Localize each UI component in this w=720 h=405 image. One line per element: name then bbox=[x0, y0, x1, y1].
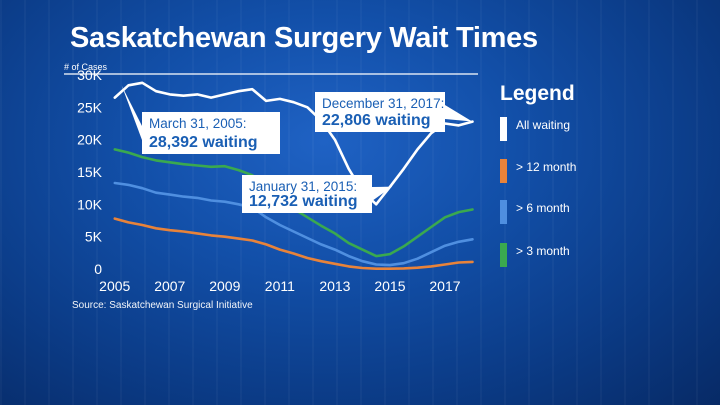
legend-item-3-month: > 3 month bbox=[500, 243, 700, 267]
callout: December 31, 2017:22,806 waiting bbox=[315, 92, 473, 132]
x-tick-label: 2013 bbox=[319, 278, 350, 294]
y-tick-label: 15K bbox=[77, 164, 103, 180]
callout-date: January 31, 2015: bbox=[249, 179, 357, 194]
y-axis-label: # of Cases bbox=[64, 62, 108, 72]
legend-label-all-waiting: All waiting bbox=[516, 118, 571, 132]
y-tick-label: 30K bbox=[77, 67, 103, 83]
y-tick-label: 25K bbox=[77, 99, 103, 115]
legend-swatch-6-month bbox=[500, 200, 507, 224]
series-line-12-month bbox=[113, 217, 474, 271]
callout-pointer bbox=[372, 186, 393, 201]
y-tick-label: 10K bbox=[77, 196, 103, 212]
callout-pointer bbox=[445, 105, 473, 122]
legend-label-12-month: > 12 month bbox=[516, 160, 577, 174]
legend-label-6-month: > 6 month bbox=[516, 201, 570, 215]
callout-value: 12,732 waiting bbox=[249, 193, 358, 210]
callout-date: December 31, 2017: bbox=[322, 96, 444, 111]
y-tick-label: 20K bbox=[77, 132, 103, 148]
legend-swatch-3-month bbox=[500, 243, 507, 267]
legend-swatch-all-waiting bbox=[500, 117, 507, 141]
x-tick-label: 2017 bbox=[429, 278, 460, 294]
callout-box bbox=[242, 175, 372, 213]
legend-item-6-month: > 6 month bbox=[500, 200, 700, 224]
callout: March 31, 2005: 28,392 waiting bbox=[121, 85, 280, 154]
legend-item-12-month: > 12 month bbox=[500, 159, 700, 183]
y-tick-label: 0 bbox=[94, 261, 102, 277]
callout: January 31, 2015:12,732 waiting bbox=[242, 175, 393, 213]
legend-swatch-12-month bbox=[500, 159, 507, 183]
legend-item-all-waiting: All waiting bbox=[500, 117, 700, 141]
series-line-all-waiting bbox=[113, 81, 474, 206]
series-line-6-month bbox=[113, 181, 474, 267]
callout-box bbox=[142, 112, 280, 154]
x-tick-label: 2015 bbox=[374, 278, 405, 294]
x-tick-label: 2009 bbox=[209, 278, 240, 294]
callout-date: March 31, 2005: bbox=[149, 116, 247, 131]
chart-title: Saskatchewan Surgery Wait Times bbox=[70, 22, 538, 54]
callout-value: 28,392 waiting bbox=[149, 134, 258, 151]
source-note: Source: Saskatchewan Surgical Initiative bbox=[72, 300, 253, 311]
x-tick-label: 2007 bbox=[154, 278, 185, 294]
x-tick-label: 2005 bbox=[99, 278, 130, 294]
callout-box bbox=[315, 92, 445, 132]
callout-pointer bbox=[121, 85, 142, 140]
x-tick-label: 2011 bbox=[265, 278, 295, 294]
legend-label-3-month: > 3 month bbox=[516, 244, 570, 258]
legend-title: Legend bbox=[500, 82, 575, 105]
y-tick-label: 5K bbox=[85, 229, 103, 245]
callout-value: 22,806 waiting bbox=[322, 112, 431, 129]
